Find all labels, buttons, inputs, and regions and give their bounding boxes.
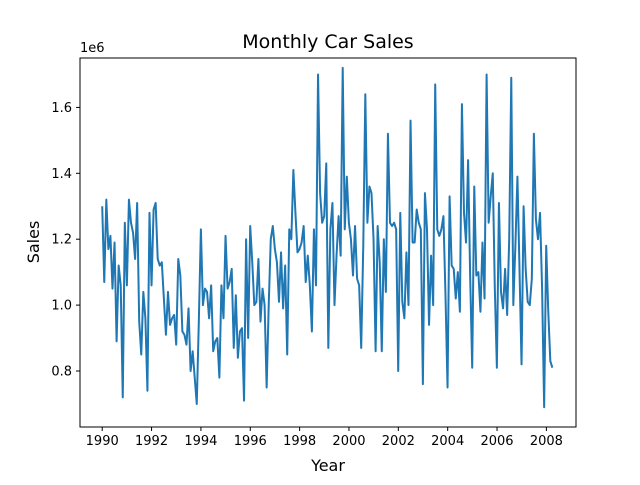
x-tick-label: 1996 bbox=[234, 434, 267, 449]
x-axis-ticks: 1990 1992 1994 1996 1998 2000 2002 2004 2006 2008 bbox=[86, 427, 563, 449]
x-tick-label: 1990 bbox=[86, 434, 119, 449]
series-layer bbox=[101, 66, 554, 409]
y-tick-label: 1.4 bbox=[51, 167, 72, 182]
x-tick-label: 2008 bbox=[530, 434, 563, 449]
x-tick-label: 1994 bbox=[184, 434, 217, 449]
y-tick-label: 1.0 bbox=[51, 299, 72, 314]
x-tick-label: 2004 bbox=[431, 434, 464, 449]
y-axis-ticks: 0.8 1.0 1.2 1.4 1.6 bbox=[51, 101, 80, 379]
x-tick-label: 2000 bbox=[332, 434, 365, 449]
x-tick-label: 1992 bbox=[135, 434, 168, 449]
x-tick-label: 2002 bbox=[382, 434, 415, 449]
y-tick-label: 0.8 bbox=[51, 364, 72, 379]
y-tick-label: 1.6 bbox=[51, 101, 72, 116]
plot-frame bbox=[79, 57, 577, 428]
series-line-0 bbox=[101, 66, 554, 409]
x-tick-label: 2006 bbox=[480, 434, 513, 449]
x-axis-label: Year bbox=[310, 456, 345, 475]
y-tick-label: 1.2 bbox=[51, 233, 72, 248]
y-axis-offset-text: 1e6 bbox=[80, 41, 105, 56]
x-tick-label: 1998 bbox=[283, 434, 316, 449]
chart-title: Monthly Car Sales bbox=[242, 31, 413, 53]
y-axis-label: Sales bbox=[24, 221, 43, 264]
